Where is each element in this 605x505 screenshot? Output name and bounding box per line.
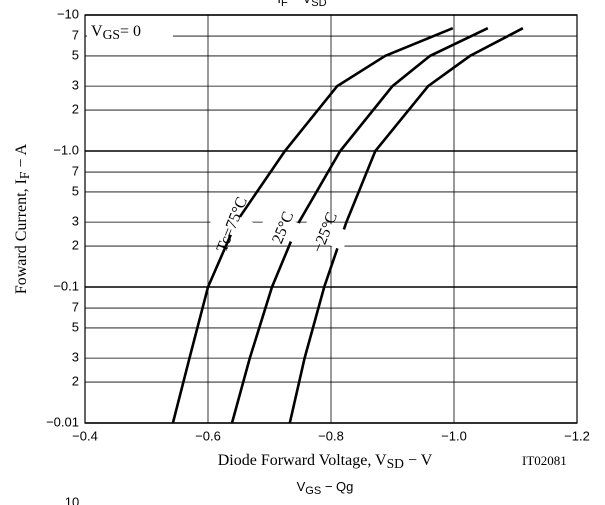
x-tick-label: −0.8 — [318, 428, 344, 443]
text-part: − V — [288, 0, 312, 6]
text-part: V — [297, 479, 306, 494]
chart-title: IF − VSD — [277, 0, 326, 9]
y-tick-label: 5 — [72, 319, 79, 334]
subscript: SD — [387, 456, 405, 471]
text-part: − V — [404, 452, 433, 469]
subscript: SD — [311, 0, 326, 9]
label-background — [259, 210, 309, 246]
subscript: GS — [305, 485, 321, 497]
y-tick-label: −1.0 — [53, 142, 79, 157]
curve — [171, 26, 454, 424]
y-axis-label: Foward Current, IF − A — [13, 143, 33, 294]
condition-label: VGS= 0 — [91, 23, 141, 43]
subscript: GS — [103, 27, 120, 42]
x-tick-label: −0.4 — [72, 428, 98, 443]
y-tick-label: 7 — [72, 164, 79, 179]
y-tick-label: 2 — [72, 373, 79, 388]
x-axis-label: Diode Forward Voltage, VSD − V — [218, 452, 433, 472]
next-chart-tick: 10 — [65, 494, 79, 505]
text-part: V — [91, 23, 103, 40]
x-tick-label: −0.6 — [195, 428, 221, 443]
y-tick-label: 7 — [72, 28, 79, 43]
curve — [288, 27, 524, 424]
plot-frame — [84, 14, 578, 424]
text-part: = 0 — [120, 23, 141, 40]
next-chart-title: VGS − Qg — [297, 479, 354, 497]
text-part: − A — [13, 143, 30, 171]
x-tick-label: −1.0 — [441, 428, 467, 443]
y-tick-label: 2 — [72, 101, 79, 116]
x-tick-label: −1.2 — [564, 428, 590, 443]
y-tick-label: −10 — [57, 6, 79, 21]
y-tick-label: 5 — [72, 47, 79, 62]
y-tick-label: 3 — [72, 78, 79, 93]
text-part: Foward Current, I — [13, 179, 30, 294]
text-part: I — [277, 0, 281, 6]
label-background — [208, 207, 258, 243]
y-tick-label: 2 — [72, 237, 79, 252]
text-part: Diode Forward Voltage, V — [218, 452, 387, 469]
text-part: − Qg — [321, 479, 353, 494]
label-background — [87, 19, 173, 43]
y-tick-label: 3 — [72, 350, 79, 365]
y-tick-label: 3 — [72, 214, 79, 229]
subscript: F — [281, 0, 288, 9]
y-tick-label: −0.1 — [53, 278, 79, 293]
curve — [230, 27, 489, 424]
label-background — [301, 215, 351, 251]
subscript: F — [17, 171, 32, 179]
figure-code: IT02081 — [522, 453, 567, 468]
y-tick-label: 7 — [72, 300, 79, 315]
y-tick-label: 5 — [72, 183, 79, 198]
y-tick-label: −0.01 — [46, 414, 79, 429]
